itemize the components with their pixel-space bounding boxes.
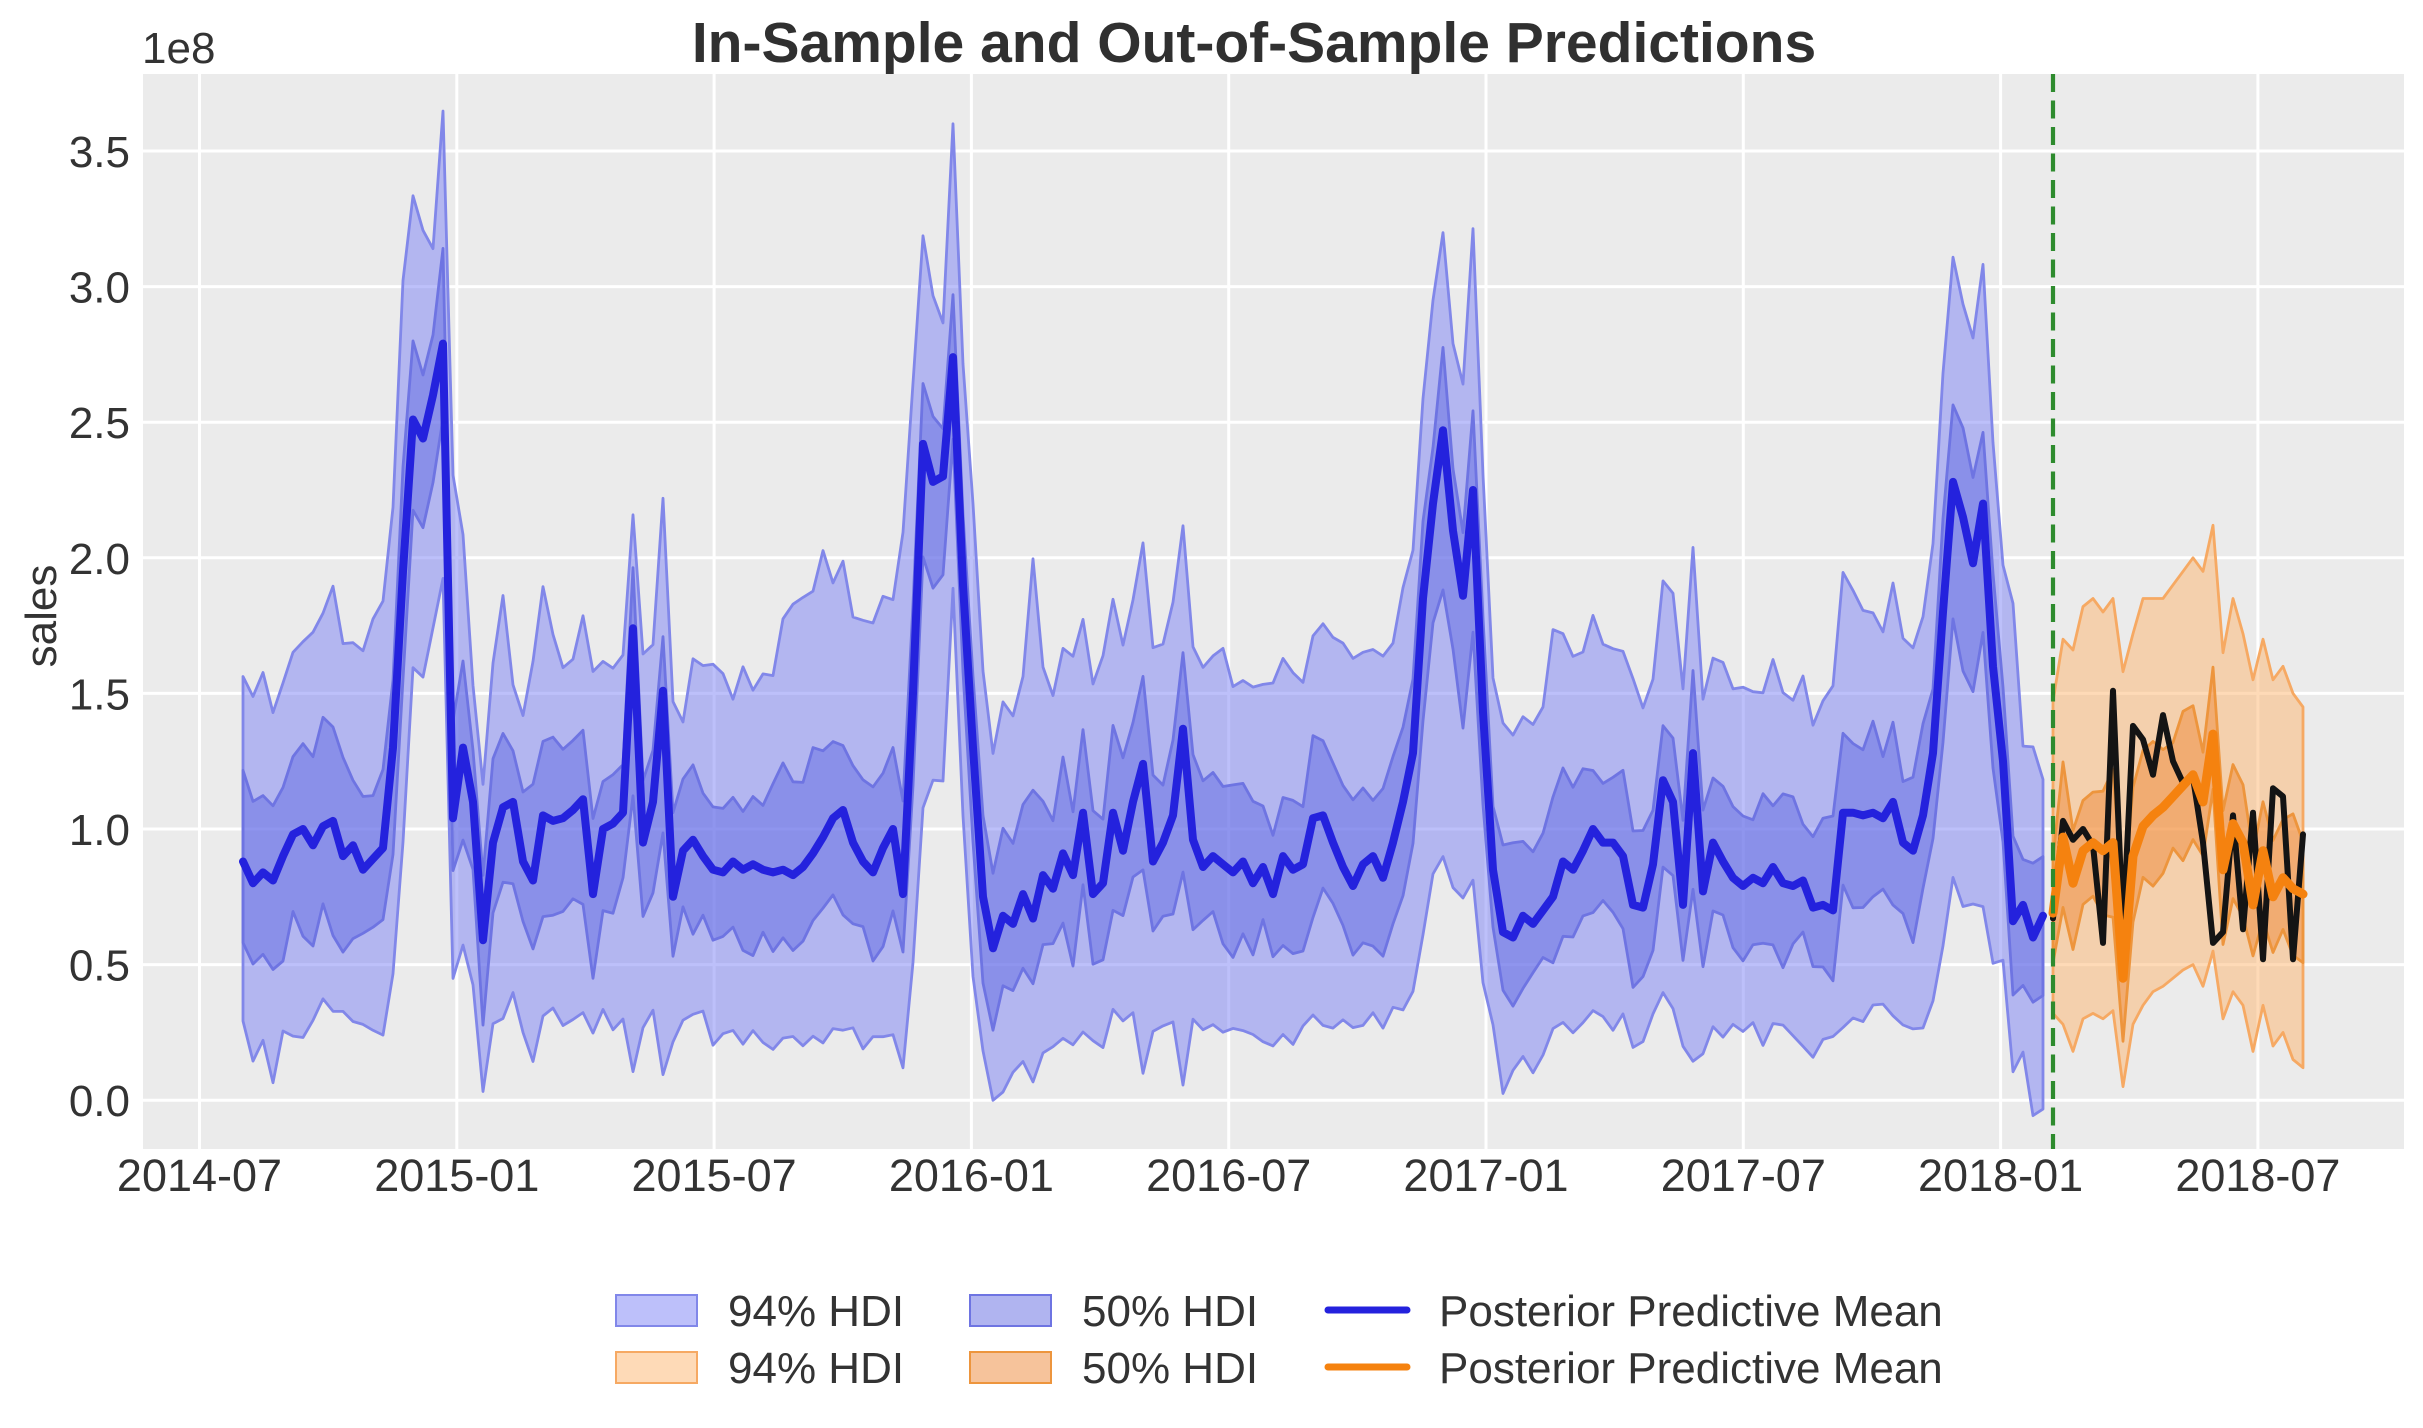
- svg-text:2015-07: 2015-07: [632, 1150, 797, 1201]
- svg-text:2015-01: 2015-01: [374, 1150, 539, 1201]
- svg-text:2014-07: 2014-07: [117, 1150, 282, 1201]
- svg-text:2016-07: 2016-07: [1146, 1150, 1311, 1201]
- svg-text:3.0: 3.0: [69, 264, 130, 313]
- svg-text:2.0: 2.0: [69, 535, 130, 584]
- svg-text:1.0: 1.0: [69, 806, 130, 855]
- svg-text:Posterior Predictive Mean: Posterior Predictive Mean: [1439, 1344, 1943, 1393]
- svg-text:0.0: 0.0: [69, 1077, 130, 1126]
- svg-text:50% HDI: 50% HDI: [1082, 1344, 1258, 1393]
- svg-text:94% HDI: 94% HDI: [728, 1344, 904, 1393]
- svg-text:2018-07: 2018-07: [2175, 1150, 2340, 1201]
- svg-text:1e8: 1e8: [142, 24, 215, 73]
- svg-text:50% HDI: 50% HDI: [1082, 1287, 1258, 1336]
- svg-text:Posterior Predictive Mean: Posterior Predictive Mean: [1439, 1287, 1943, 1336]
- svg-text:94% HDI: 94% HDI: [728, 1287, 904, 1336]
- svg-text:2017-01: 2017-01: [1403, 1150, 1568, 1201]
- svg-text:2.5: 2.5: [69, 399, 130, 448]
- svg-text:2018-01: 2018-01: [1918, 1150, 2083, 1201]
- svg-text:2016-01: 2016-01: [889, 1150, 1054, 1201]
- svg-text:3.5: 3.5: [69, 128, 130, 177]
- svg-text:1.5: 1.5: [69, 670, 130, 719]
- svg-text:0.5: 0.5: [69, 942, 130, 991]
- svg-text:sales: sales: [17, 565, 66, 668]
- svg-text:In-Sample and Out-of-Sample Pr: In-Sample and Out-of-Sample Predictions: [692, 11, 1816, 75]
- svg-text:2017-07: 2017-07: [1661, 1150, 1826, 1201]
